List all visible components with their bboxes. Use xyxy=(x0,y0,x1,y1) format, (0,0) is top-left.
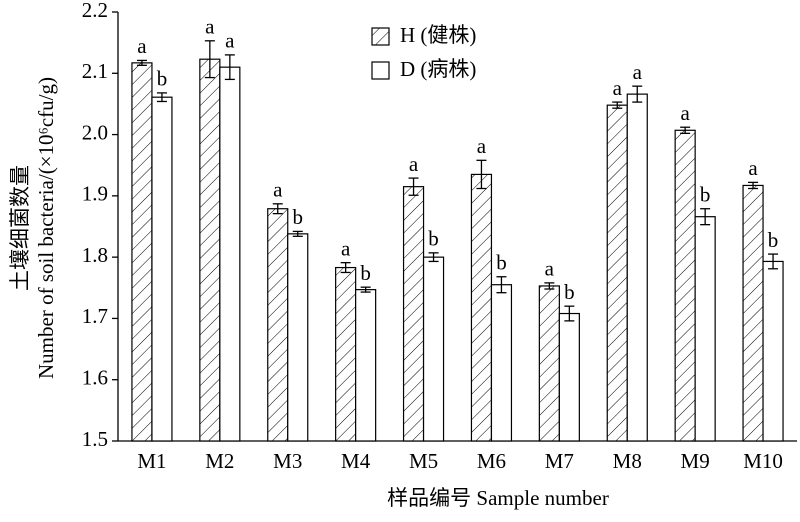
bar xyxy=(267,208,289,442)
y-tick-label: 1.8 xyxy=(82,243,108,267)
x-tick-label: M9 xyxy=(681,449,710,473)
significance-label: a xyxy=(477,134,487,158)
y-tick-label: 2.1 xyxy=(82,59,108,83)
y-tick-label: 1.6 xyxy=(82,366,108,390)
bar xyxy=(538,285,560,442)
significance-label: a xyxy=(137,34,147,58)
x-tick-label: M3 xyxy=(273,449,302,473)
x-axis-title: 样品编号 Sample number xyxy=(387,486,609,510)
bar xyxy=(674,129,696,442)
bar xyxy=(762,260,784,442)
bar xyxy=(742,184,764,442)
y-tick-label: 2.0 xyxy=(82,120,108,144)
legend-swatch xyxy=(371,27,390,46)
y-tick-label: 2.2 xyxy=(82,0,108,22)
significance-label: a xyxy=(613,76,623,100)
bar xyxy=(151,96,173,442)
legend-label: H (健株) xyxy=(400,23,476,47)
significance-label: a xyxy=(225,29,235,53)
y-tick-label: 1.9 xyxy=(82,182,108,206)
x-tick-label: M8 xyxy=(613,449,642,473)
bar xyxy=(694,216,716,442)
bar xyxy=(219,66,241,442)
significance-label: b xyxy=(768,228,779,252)
significance-label: a xyxy=(409,152,419,176)
x-tick-label: M7 xyxy=(545,449,574,473)
significance-label: a xyxy=(341,236,351,260)
x-tick-label: M4 xyxy=(341,449,371,473)
significance-label: a xyxy=(680,101,690,125)
bar xyxy=(355,289,377,442)
bar xyxy=(470,173,493,442)
y-tick-label: 1.7 xyxy=(82,304,108,328)
bar xyxy=(131,62,153,442)
significance-label: a xyxy=(633,60,643,84)
significance-label: a xyxy=(545,257,555,281)
bar xyxy=(626,93,648,442)
significance-label: b xyxy=(496,251,507,275)
bar xyxy=(558,312,580,442)
bar xyxy=(606,104,628,442)
y-tick-label: 1.5 xyxy=(82,427,108,451)
significance-label: b xyxy=(700,183,711,207)
significance-label: a xyxy=(205,15,215,39)
x-tick-label: M10 xyxy=(743,449,783,473)
significance-label: b xyxy=(564,280,575,304)
significance-label: b xyxy=(428,227,439,251)
significance-label: b xyxy=(360,261,371,285)
significance-label: a xyxy=(273,178,283,202)
bar xyxy=(402,186,425,442)
x-tick-label: M1 xyxy=(137,449,166,473)
significance-label: a xyxy=(748,156,758,180)
y-axis-title: Number of soil bacteria/(×10⁶cfu/g) xyxy=(34,77,58,379)
x-tick-label: M5 xyxy=(409,449,438,473)
significance-label: b xyxy=(157,67,168,91)
legend-swatch xyxy=(371,61,390,80)
bar xyxy=(422,256,445,442)
bar xyxy=(287,233,309,442)
x-tick-label: M2 xyxy=(205,449,234,473)
x-tick-label: M6 xyxy=(477,449,506,473)
bar xyxy=(335,266,357,442)
bar xyxy=(490,284,513,442)
significance-label: b xyxy=(293,205,304,229)
y-axis-title: 土壤细菌数量 xyxy=(8,165,32,291)
bar xyxy=(199,58,221,442)
legend-label: D (病株) xyxy=(400,57,476,81)
